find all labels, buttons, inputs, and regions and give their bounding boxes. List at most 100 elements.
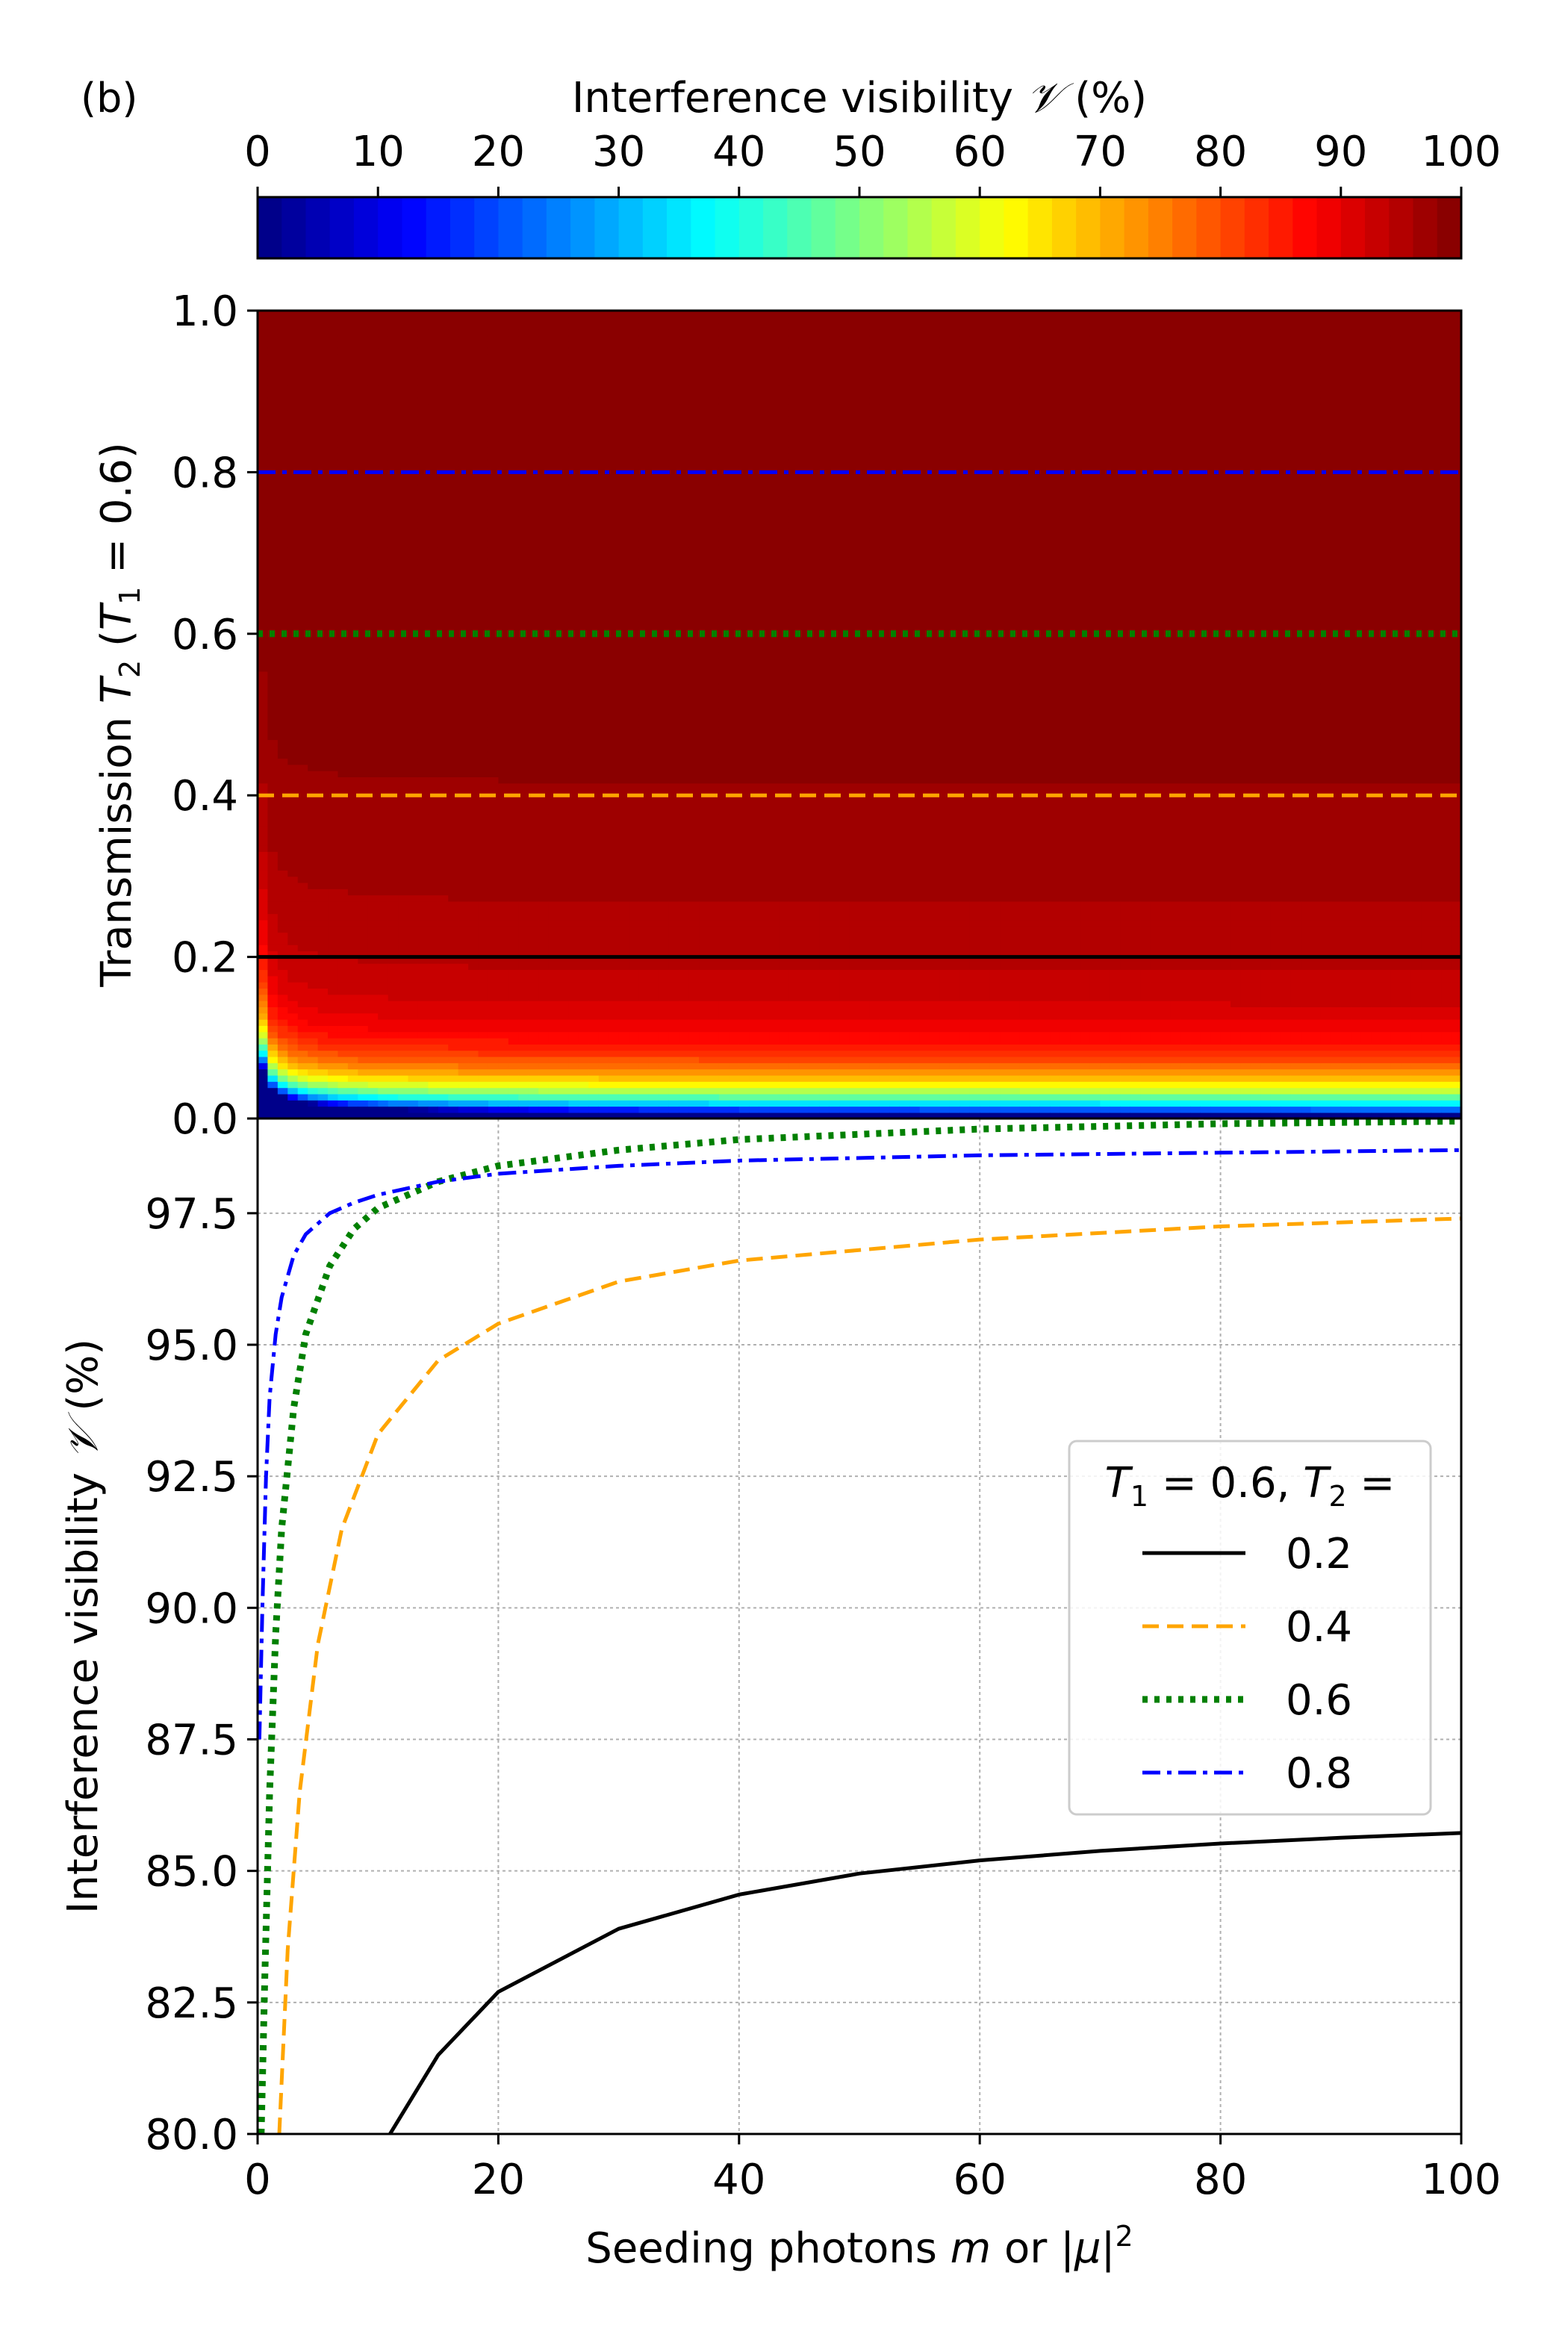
heatmap-cell <box>458 721 469 728</box>
heatmap-cell <box>337 603 349 610</box>
heatmap-cell <box>308 540 319 548</box>
heatmap-cell <box>598 609 609 616</box>
heatmap-cell <box>337 833 349 840</box>
heatmap-cell <box>347 820 359 827</box>
heatmap-cell <box>458 665 469 672</box>
heatmap-cell <box>308 503 319 511</box>
heatmap-cell <box>428 951 439 958</box>
heatmap-cell <box>267 1012 279 1020</box>
heatmap-cell <box>398 764 409 771</box>
heatmap-cell <box>528 956 539 964</box>
heatmap-cell <box>629 596 640 603</box>
heatmap-cell <box>629 870 640 877</box>
heatmap-cell <box>358 900 369 908</box>
heatmap-cell <box>448 603 459 610</box>
heatmap-cell <box>308 969 319 977</box>
heatmap-cell <box>378 410 389 417</box>
heatmap-cell <box>358 721 369 728</box>
heatmap-cell <box>448 665 459 672</box>
heatmap-cell <box>568 783 579 790</box>
heatmap-cell <box>548 844 559 852</box>
heatmap-cell <box>438 1063 449 1070</box>
heatmap-cell <box>428 814 439 821</box>
heatmap-cell <box>277 683 289 691</box>
heatmap-cell <box>267 521 279 529</box>
heatmap-cell <box>518 863 529 871</box>
heatmap-cell <box>398 889 409 896</box>
heatmap-cell <box>629 671 640 678</box>
heatmap-cell <box>438 323 449 330</box>
heatmap-cell <box>518 1056 529 1063</box>
heatmap-cell <box>408 646 419 653</box>
heatmap-cell <box>538 571 550 579</box>
heatmap-cell <box>337 447 349 455</box>
heatmap-cell <box>588 497 600 504</box>
heatmap-cell <box>287 951 299 958</box>
heatmap-cell <box>328 360 339 367</box>
heatmap-cell <box>448 577 459 585</box>
heatmap-cell <box>277 788 289 796</box>
heatmap-cell <box>367 788 379 796</box>
heatmap-cell <box>347 739 359 747</box>
heatmap-cell <box>559 1031 570 1039</box>
heatmap-cell <box>378 596 389 603</box>
heatmap-cell <box>388 739 399 747</box>
heatmap-cell <box>347 659 359 666</box>
heatmap-cell <box>458 932 469 939</box>
heatmap-cell <box>317 882 329 889</box>
heatmap-cell <box>317 1007 329 1014</box>
heatmap-cell <box>508 403 520 411</box>
heatmap-cell <box>538 689 550 697</box>
heatmap-cell <box>468 584 479 591</box>
heatmap-cell <box>438 889 449 896</box>
heatmap-cell <box>438 863 449 871</box>
heatmap-cell <box>378 547 389 554</box>
heatmap-cell <box>528 435 539 442</box>
heatmap-cell <box>618 839 629 846</box>
heatmap-cell <box>267 571 279 579</box>
heatmap-cell <box>559 429 570 436</box>
heatmap-cell <box>287 839 299 846</box>
heatmap-cell <box>398 857 409 865</box>
heatmap-cell <box>347 341 359 349</box>
heatmap-cell <box>538 777 550 784</box>
heatmap-cell <box>528 777 539 784</box>
heatmap-cell <box>448 478 459 485</box>
heatmap-cell <box>308 609 319 616</box>
heatmap-cell <box>258 621 269 629</box>
heatmap-cell <box>598 521 609 529</box>
heatmap-cell <box>258 397 269 405</box>
heatmap-cell <box>297 515 308 523</box>
heatmap-cell <box>367 944 379 952</box>
heatmap-cell <box>258 603 269 610</box>
heatmap-cell <box>258 497 269 504</box>
heatmap-cell <box>488 354 500 361</box>
heatmap-cell <box>448 820 459 827</box>
heatmap-cell <box>528 689 539 697</box>
heatmap-cell <box>428 665 439 672</box>
heatmap-cell <box>308 659 319 666</box>
heatmap-cell <box>428 311 439 318</box>
heatmap-cell <box>498 652 509 659</box>
heatmap-cell <box>478 951 489 958</box>
heatmap-cell <box>347 459 359 467</box>
heatmap-cell <box>609 472 620 479</box>
heatmap-cell <box>458 876 469 883</box>
heatmap-cell <box>568 900 579 908</box>
heatmap-cell <box>317 1106 329 1113</box>
heatmap-cell <box>478 1087 489 1095</box>
heatmap-cell <box>328 1012 339 1020</box>
heatmap-cell <box>358 820 369 827</box>
heatmap-cell <box>358 590 369 597</box>
heatmap-cell <box>548 373 559 380</box>
heatmap-cell <box>618 751 629 759</box>
heatmap-cell <box>538 397 550 405</box>
heatmap-cell <box>528 1007 539 1014</box>
heatmap-cell <box>508 969 520 977</box>
heatmap-cell <box>629 764 640 771</box>
heatmap-cell <box>347 615 359 622</box>
heatmap-cell <box>408 925 419 933</box>
heatmap-cell <box>417 863 429 871</box>
heatmap-cell <box>267 665 279 672</box>
heatmap-cell <box>538 919 550 927</box>
